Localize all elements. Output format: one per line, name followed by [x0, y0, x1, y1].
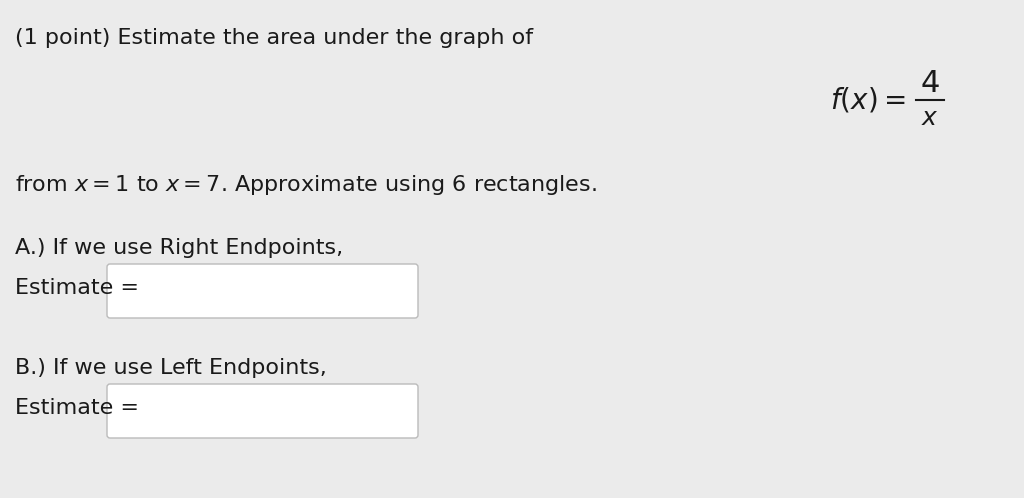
Text: Estimate =: Estimate =	[15, 398, 139, 418]
FancyBboxPatch shape	[106, 384, 418, 438]
Text: A.) If we use Right Endpoints,: A.) If we use Right Endpoints,	[15, 238, 343, 258]
Text: (1 point) Estimate the area under the graph of: (1 point) Estimate the area under the gr…	[15, 28, 534, 48]
Text: $f(x) =$: $f(x) =$	[830, 86, 905, 115]
Text: from $x = 1$ to $x = 7$. Approximate using 6 rectangles.: from $x = 1$ to $x = 7$. Approximate usi…	[15, 173, 597, 197]
FancyBboxPatch shape	[106, 264, 418, 318]
Text: B.) If we use Left Endpoints,: B.) If we use Left Endpoints,	[15, 358, 327, 378]
Text: $x$: $x$	[922, 106, 939, 130]
Text: 4: 4	[921, 69, 940, 98]
Text: Estimate =: Estimate =	[15, 278, 139, 298]
